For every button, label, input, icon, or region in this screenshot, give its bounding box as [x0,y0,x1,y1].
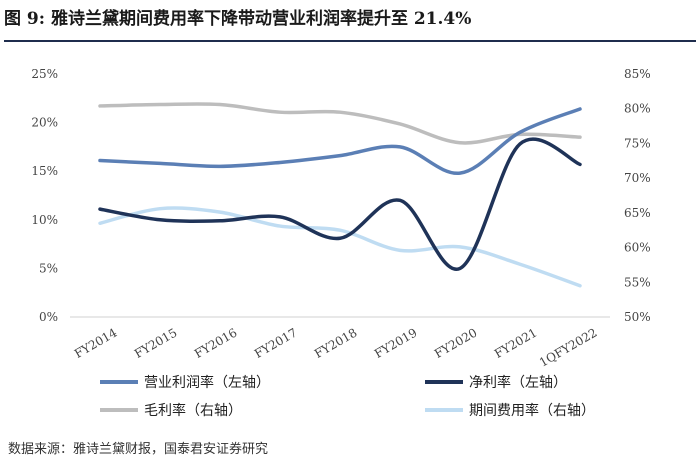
x-tick-label: FY2014 [72,325,120,361]
right-tick-label: 55% [624,275,651,289]
right-tick-label: 70% [624,171,651,185]
legend-label: 营业利润率（左轴） [144,374,270,391]
series-line-2 [98,102,582,145]
left-axis: 0% 5% 10% 15% 20% 25% [31,67,58,324]
right-tick-label: 50% [624,310,651,324]
series-line-0 [98,107,582,175]
series-line-1 [98,137,582,271]
x-tick-label: FY2015 [132,325,180,361]
left-tick-label: 15% [31,164,58,178]
left-tick-label: 25% [31,67,58,81]
x-tick-label: FY2019 [372,325,420,361]
right-tick-label: 65% [624,206,651,220]
right-tick-label: 75% [624,136,651,150]
left-tick-label: 0% [39,310,58,324]
x-tick-label: FY2017 [252,325,300,361]
right-axis: 50% 55% 60% 65% 70% 75% 80% 85% [624,67,651,324]
x-tick-label: FY2021 [492,325,540,361]
title-divider [4,40,696,42]
right-tick-label: 80% [624,102,651,116]
chart-title: 图 9: 雅诗兰黛期间费用率下降带动营业利润率提升至 21.4% [4,9,472,29]
x-tick-label: 1QFY2022 [537,325,600,369]
x-axis: FY2014 FY2015 FY2016 FY2017 FY2018 FY2019 FY20… [70,316,610,370]
series-lines [98,102,582,288]
left-tick-label: 10% [31,213,58,227]
legend-label: 净利率（左轴） [469,374,567,391]
legend-label: 期间费用率（右轴） [469,402,595,419]
x-tick-label: FY2020 [432,325,480,361]
right-tick-label: 60% [624,241,651,255]
legend: 营业利润率（左轴） 净利率（左轴） 毛利率（右轴） 期间费用率（右轴） [100,374,595,419]
chart-area: 0% 5% 10% 15% 20% 25% 50% 55% 60% 65% 70% 75% 80% 85… [31,67,651,419]
left-tick-label: 5% [39,261,58,275]
legend-label: 毛利率（右轴） [144,402,242,419]
source-note: 数据来源：雅诗兰黛财报，国泰君安证券研究 [8,442,269,457]
series-line-3 [98,206,582,288]
x-tick-label: FY2016 [192,325,240,361]
left-tick-label: 20% [31,116,58,130]
x-tick-label: FY2018 [312,325,360,361]
right-tick-label: 85% [624,67,651,81]
